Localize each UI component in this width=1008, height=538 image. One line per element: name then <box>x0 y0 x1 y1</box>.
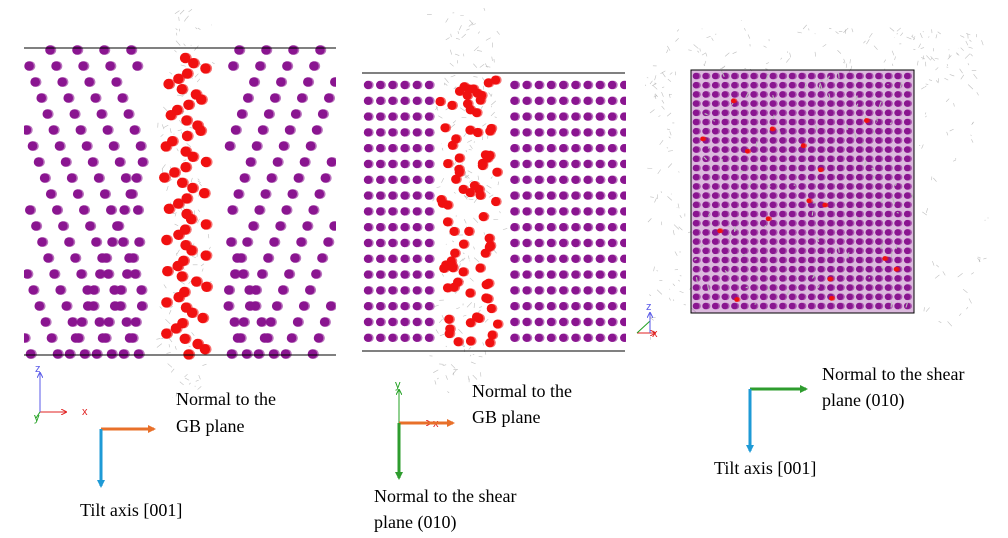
tilt-axis-label: Tilt axis [001] <box>714 458 816 478</box>
y-axis-label: y <box>395 379 401 391</box>
shear-plane-label-line2: plane (010) <box>374 512 456 533</box>
panel-middle-atoms <box>363 8 626 393</box>
y-axis-arrow <box>636 320 651 334</box>
tilt-axis-label: Tilt axis [001] <box>80 500 182 520</box>
y-axis-label: y <box>34 412 40 424</box>
panel-left-atoms <box>24 8 336 398</box>
gb-normal-label-line2: GB plane <box>472 407 540 427</box>
gb-normal-label-line1: Normal to the <box>472 381 572 401</box>
y-axis-arrow <box>35 411 41 419</box>
panel-left: x z y Normal to the GB plane Tilt axis [… <box>24 8 336 520</box>
panel-right-axis-triad: x z <box>636 301 658 340</box>
panel-middle: x y Normal to the GB plane Normal to the… <box>362 8 626 533</box>
x-axis-label: x <box>652 328 658 340</box>
panel-right: x z Normal to the shear plane (010) Tilt… <box>636 20 989 478</box>
panel-right-atoms <box>645 20 989 340</box>
shear-plane-label-line1: Normal to the shear <box>822 364 964 384</box>
gb-normal-label-line2: GB plane <box>176 416 244 436</box>
z-axis-label: z <box>35 363 41 375</box>
z-axis-label: z <box>646 301 652 313</box>
x-axis-label: x <box>82 406 88 418</box>
panel-left-axis-triad: x z y <box>34 363 88 424</box>
panel-right-box <box>690 69 915 314</box>
shear-plane-label-line1: Normal to the shear <box>374 486 516 506</box>
shear-plane-label-line2: plane (010) <box>822 390 904 411</box>
gb-normal-label-line1: Normal to the <box>176 389 276 409</box>
